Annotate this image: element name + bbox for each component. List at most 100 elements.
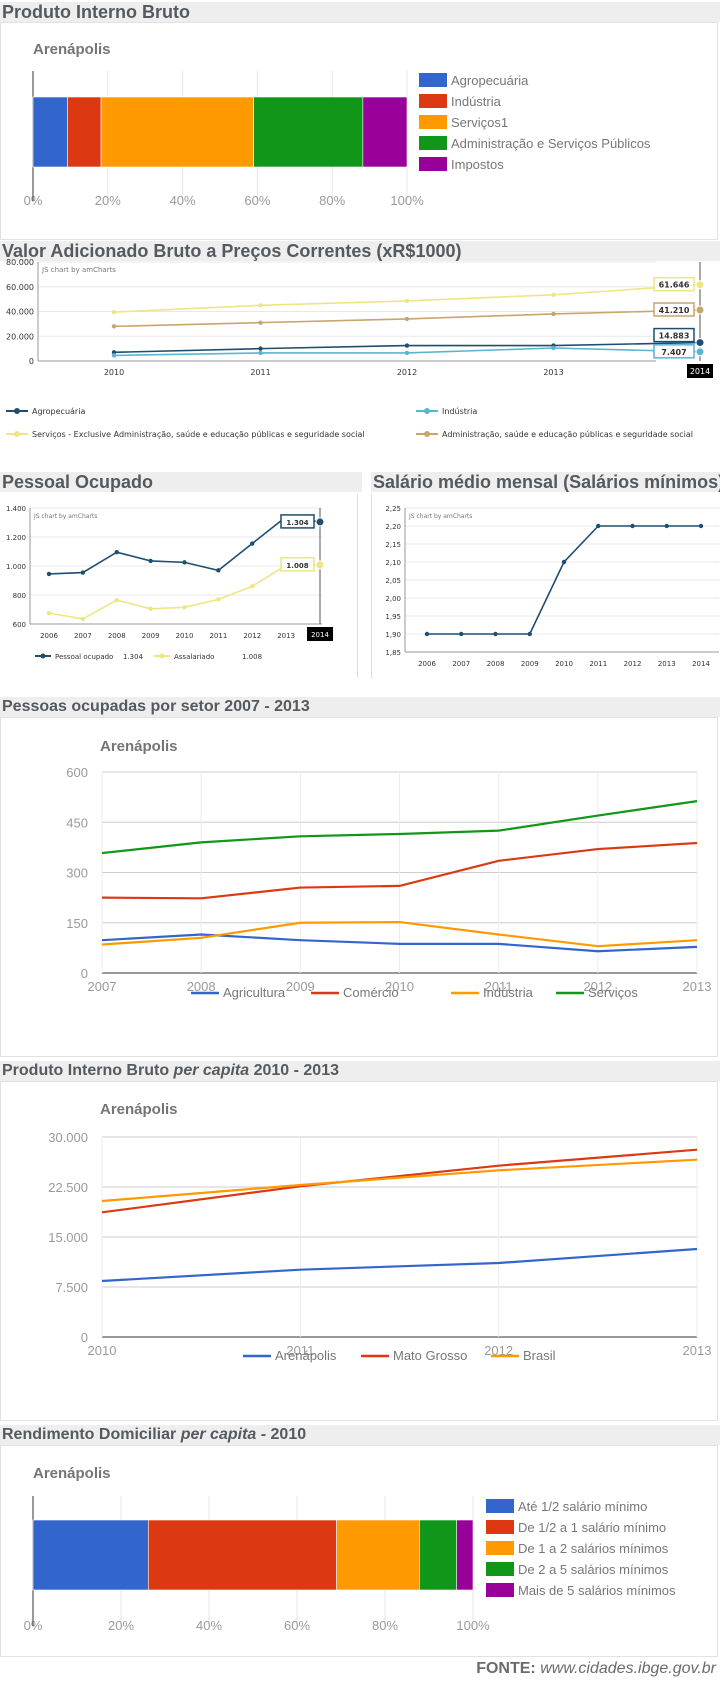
pibpc-series-line — [101, 1247, 698, 1283]
setor-legend-label: Agricultura — [223, 985, 286, 1000]
vab-chart: 0 20.000 40.000 60.000 80.000 2010 2011 2012 201… — [6, 258, 713, 439]
rend-bar-segment — [419, 1519, 458, 1591]
setor-panel: Arenápolis 0 150 300 450 600 2007 2008 2009 2010 2… — [0, 717, 718, 1057]
pessoal-credit: JS chart by amCharts — [33, 513, 97, 520]
salario-section-title: Salário médio mensal (Salários mínimos) — [371, 472, 720, 492]
rend-legend-swatch — [486, 1562, 514, 1576]
vab-series-point — [404, 343, 410, 348]
vab-series-point — [404, 298, 410, 304]
setor-section-title: Pessoas ocupadas por setor 2007 - 2013 — [0, 697, 720, 717]
pibpc-x-tick: 2010 — [88, 1343, 117, 1358]
vab-x-tick: 2012 — [397, 368, 417, 377]
pessoal-y-tick: 1.400 — [6, 505, 26, 513]
pib-legend-label: Impostos — [451, 157, 504, 172]
vab-x-tick: 2013 — [543, 368, 563, 377]
vab-series-point — [695, 338, 705, 348]
vab-section-title: Valor Adicionado Bruto a Preços Corrente… — [0, 241, 720, 261]
vab-legend-label: Serviços - Exclusive Administração, saúd… — [32, 430, 365, 439]
setor-x-tick: 2009 — [286, 979, 315, 994]
pessoal-series-point — [80, 570, 86, 575]
vab-series-point — [551, 311, 556, 317]
vab-y-tick: 60.000 — [6, 283, 34, 292]
pib-legend-swatch — [419, 115, 447, 129]
salario-series-point — [664, 523, 669, 529]
pib-legend-label: Indústria — [451, 94, 502, 109]
footer-url[interactable]: www.cidades.ibge.gov.br — [540, 1660, 716, 1677]
pessoal-x-tick: 2012 — [243, 632, 261, 640]
rend-title: Arenápolis — [33, 1465, 111, 1482]
pibpc-x-tick: 2011 — [286, 1343, 314, 1358]
vab-cursor-badge — [687, 364, 713, 378]
pib-title: Arenápolis — [33, 41, 111, 58]
pibpc-x-tick: 2012 — [484, 1343, 513, 1358]
pib-x-tick: 60% — [244, 193, 270, 208]
rend-x-tick: 100% — [456, 1618, 490, 1633]
pessoal-series-point — [216, 568, 221, 573]
pessoal-x-tick: 2008 — [108, 632, 126, 640]
rend-legend-swatch — [486, 1520, 514, 1534]
salario-panel: 1,85 1,90 1,95 2,00 2,05 2,10 2,15 2,20 2,25 2006… — [371, 494, 719, 678]
vab-series-point — [111, 353, 117, 358]
vab-series-point — [111, 350, 117, 355]
pessoal-legend-marker — [159, 653, 165, 659]
vab-series-point — [404, 316, 410, 322]
salario-y-tick: 2,25 — [385, 505, 401, 513]
salario-series-point — [561, 559, 567, 565]
setor-y-tick: 150 — [66, 916, 88, 931]
vab-series-point — [258, 346, 263, 351]
salario-y-tick: 2,00 — [385, 595, 401, 603]
vab-value-tag — [653, 327, 695, 343]
pessoal-x-tick: 2006 — [40, 632, 58, 640]
pibpc-legend-label: Arenápolis — [275, 1348, 337, 1363]
salario-x-tick: 2007 — [452, 660, 470, 668]
pessoal-x-tick: 2009 — [142, 632, 160, 640]
salario-series-point — [630, 523, 635, 529]
rend-legend-swatch — [486, 1541, 514, 1555]
vab-value-tag — [653, 344, 695, 359]
pib-legend-swatch — [419, 94, 447, 108]
setor-x-tick: 2010 — [385, 979, 414, 994]
rend-legend-label: Mais de 5 salários mínimos — [518, 1583, 676, 1598]
salario-x-tick: 2008 — [487, 660, 505, 668]
rend-title-main: Rendimento Domiciliar — [2, 1426, 177, 1443]
vab-y-tick: 20.000 — [6, 332, 34, 341]
setor-title: Arenápolis — [100, 738, 178, 755]
pessoal-y-tick: 800 — [13, 592, 26, 600]
vab-series-point — [111, 309, 117, 315]
setor-y-tick: 450 — [66, 815, 88, 830]
pessoal-value-tag — [280, 514, 315, 529]
pibpc-x-tick: 2013 — [683, 1343, 712, 1358]
pib-x-tick: 100% — [390, 193, 424, 208]
rend-bar-segment — [456, 1519, 474, 1591]
rend-bar-segment — [336, 1519, 420, 1591]
rend-x-tick: 20% — [108, 1618, 134, 1633]
salario-series-point — [596, 523, 601, 529]
vab-value-label: 7.407 — [661, 348, 686, 357]
salario-x-tick: 2014 — [692, 660, 710, 668]
pib-section-title: Produto Interno Bruto — [0, 2, 720, 22]
pessoal-series-point — [148, 606, 153, 611]
vab-series-point — [404, 350, 410, 356]
salario-y-tick: 1,90 — [385, 631, 401, 639]
pib-panel: Arenápolis 0% 20% 40% 60% 80% 100% Agropecuária… — [0, 22, 718, 240]
pibpc-series-line — [101, 1148, 698, 1214]
pibpc-title: Arenápolis — [100, 1101, 178, 1118]
pessoal-x-tick: 2011 — [209, 632, 227, 640]
salario-y-tick: 1,85 — [385, 649, 401, 657]
vab-y-tick: 80.000 — [6, 258, 34, 267]
vab-value-label: 41.210 — [659, 306, 690, 315]
setor-y-tick: 300 — [66, 866, 88, 881]
vab-value-tag — [653, 276, 695, 292]
rend-section-title: Rendimento Domiciliar per capita - 2010 — [0, 1425, 720, 1445]
pibpc-legend-label: Mato Grosso — [393, 1348, 467, 1363]
pessoal-series-point — [250, 584, 255, 589]
vab-series-point — [258, 350, 263, 356]
pessoal-x-tick: 2010 — [176, 632, 194, 640]
vab-series-line — [113, 283, 701, 313]
pib-bar-segment — [67, 96, 102, 168]
setor-series-line — [101, 841, 698, 900]
vab-legend-label: Indústria — [442, 407, 477, 416]
pessoal-value-tag — [280, 557, 315, 572]
vab-panel: 0 20.000 40.000 60.000 80.000 2010 2011 2012 201… — [0, 258, 718, 450]
pessoal-y-tick: 1.200 — [6, 534, 26, 542]
